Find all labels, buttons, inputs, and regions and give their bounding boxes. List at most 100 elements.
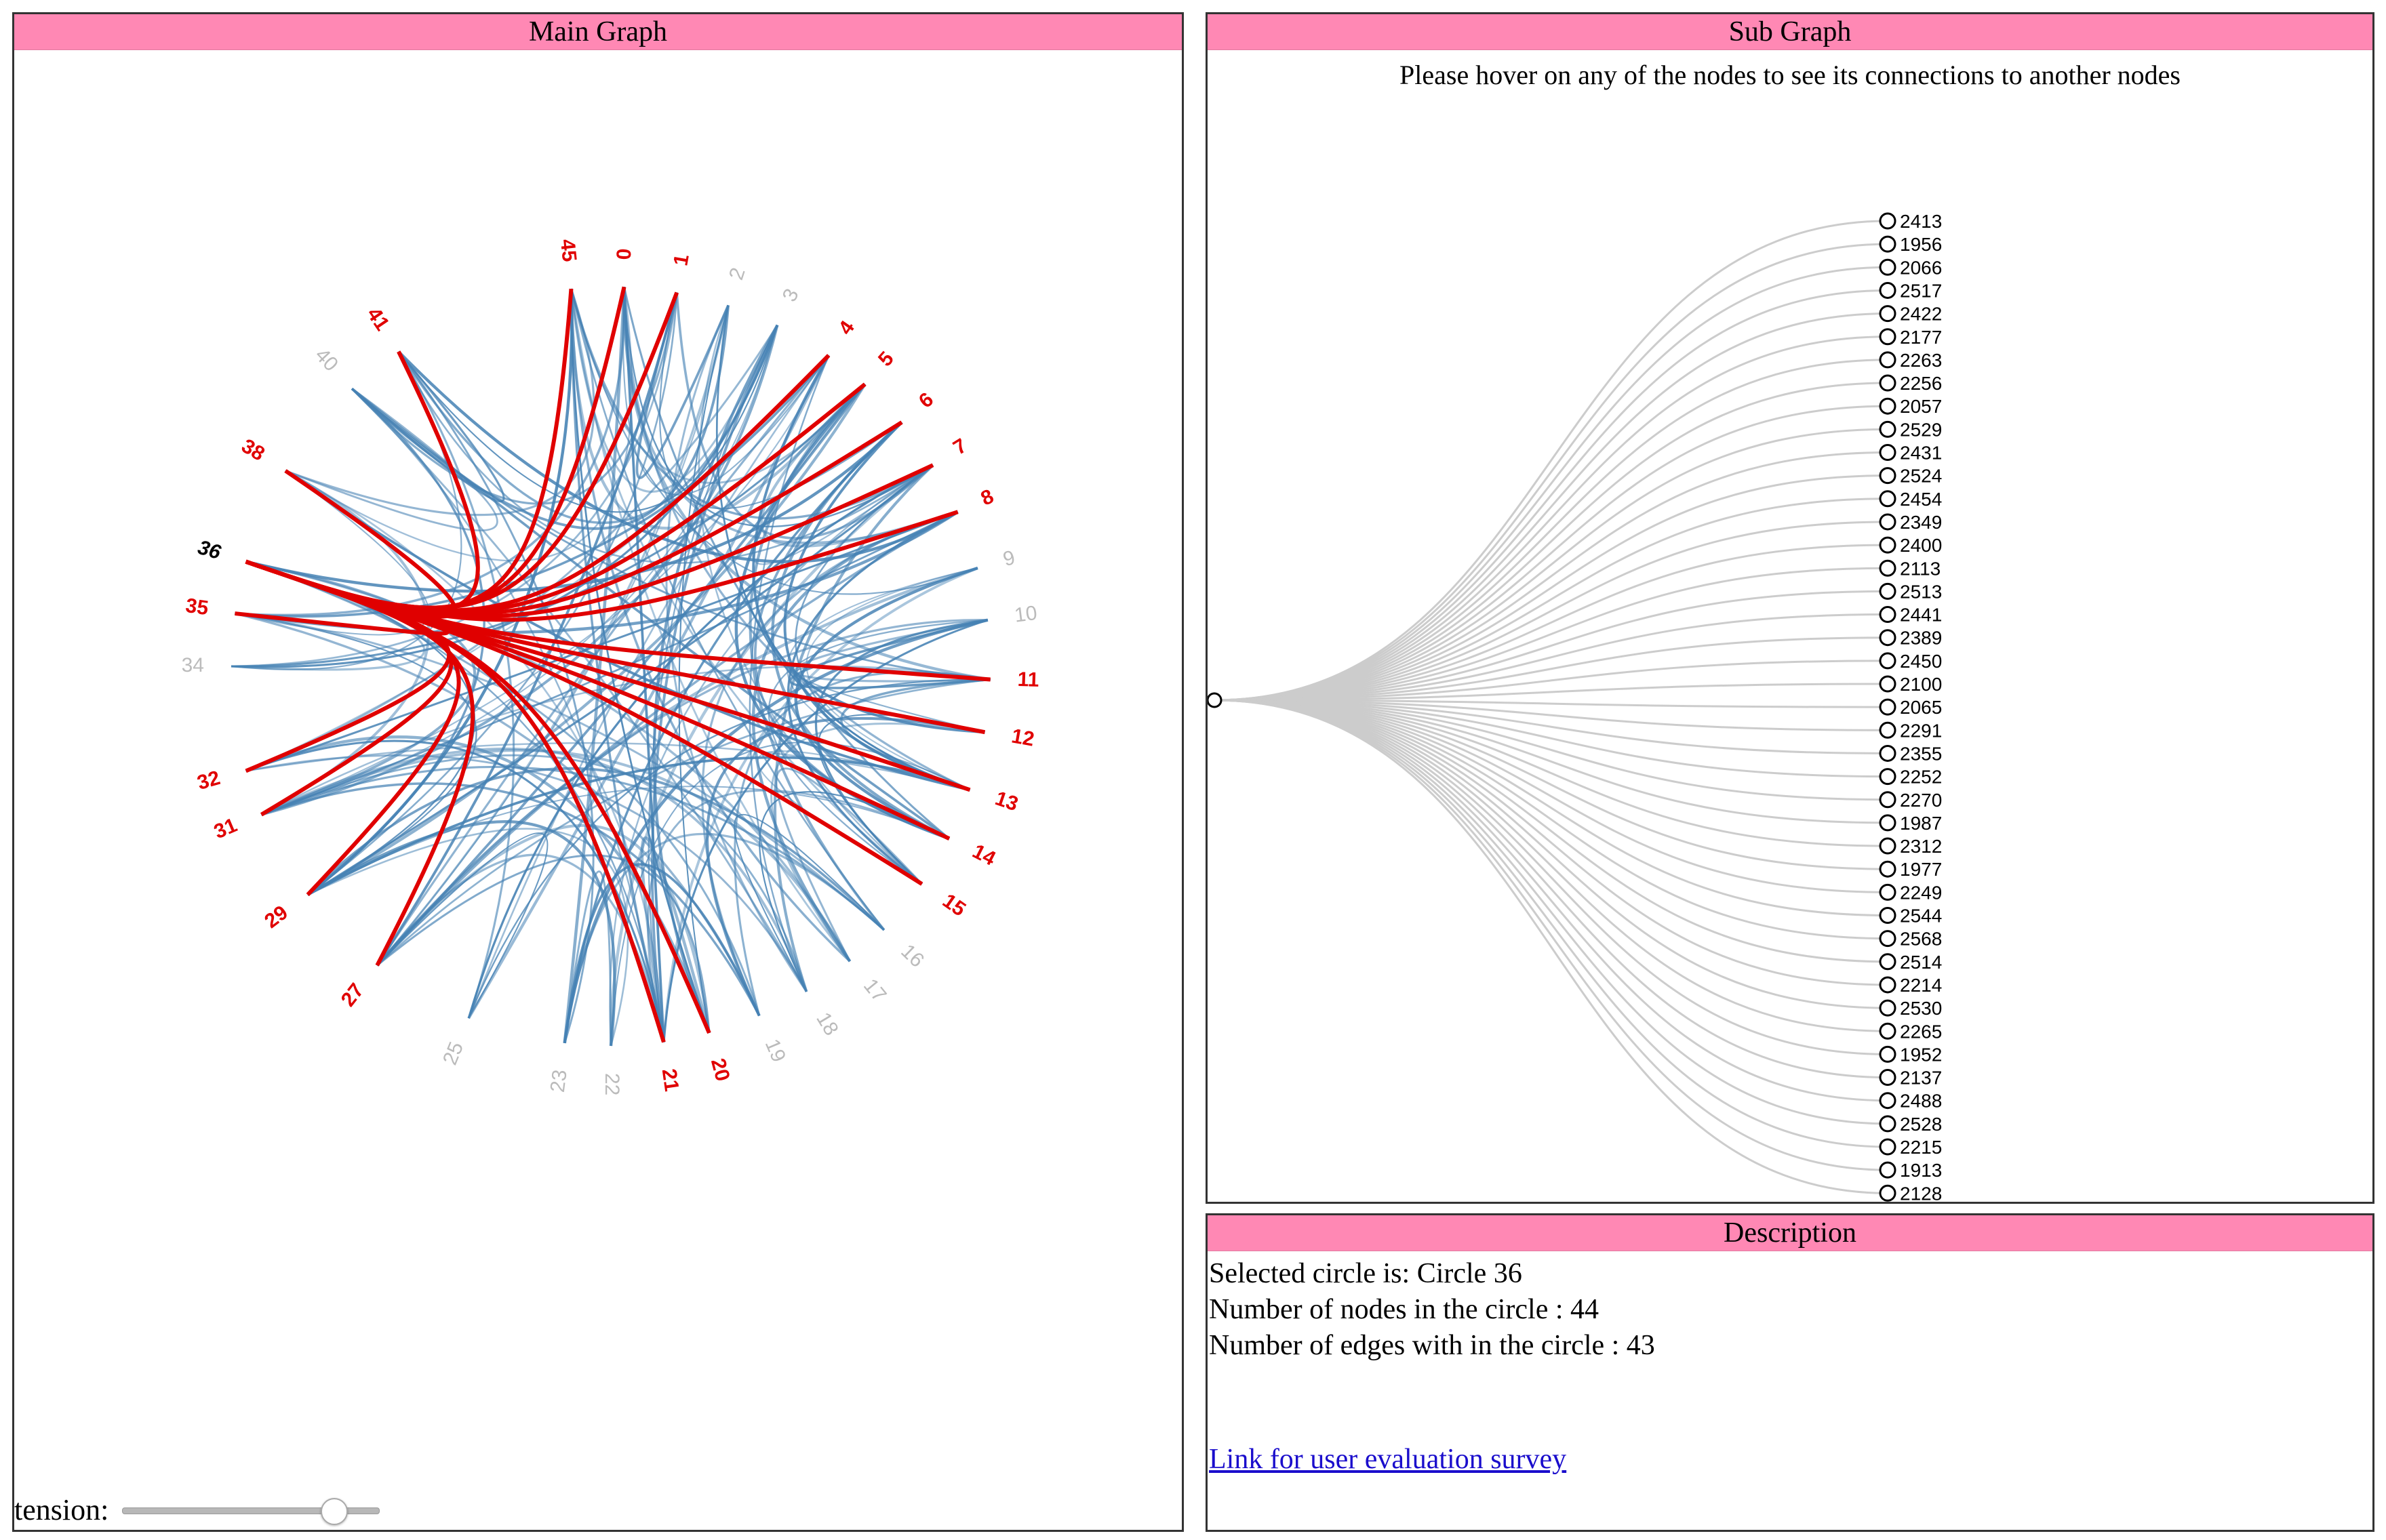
node-label-7[interactable]: 7 [949,434,971,460]
node-label-40[interactable]: 40 [311,344,342,376]
tree-leaf-circle[interactable] [1879,791,1896,809]
node-label-27[interactable]: 27 [337,979,369,1011]
tree-leaf-circle[interactable] [1879,444,1896,461]
tree-leaf-circle[interactable] [1879,235,1896,253]
node-label-5[interactable]: 5 [874,348,898,371]
tree-leaf-node[interactable]: 2291 [1879,720,1942,741]
node-label-11[interactable]: 11 [1017,668,1039,691]
tree-leaf-circle[interactable] [1879,814,1896,832]
tree-leaf-node[interactable]: 2128 [1879,1183,1942,1202]
tree-leaf-circle[interactable] [1879,1138,1896,1156]
main-graph-chord-diagram[interactable]: 45 0 1234567891011121314151617181920212223… [14,49,1182,1473]
tree-leaf-node[interactable]: 2413 [1879,211,1942,232]
tree-leaf-node[interactable]: 2057 [1879,396,1942,417]
tree-leaf-node[interactable]: 1952 [1879,1044,1942,1065]
tree-leaf-node[interactable]: 2389 [1879,628,1942,649]
tree-leaf-circle[interactable] [1879,397,1896,415]
node-label-22[interactable]: 22 [601,1073,623,1095]
tree-leaf-circle[interactable] [1879,930,1896,948]
tree-leaf-node[interactable]: 2513 [1879,581,1942,602]
tension-slider[interactable] [122,1497,380,1525]
node-label-34[interactable]: 34 [182,654,204,676]
tree-leaf-circle[interactable] [1879,212,1896,230]
tree-leaf-node[interactable]: 2454 [1879,489,1942,510]
node-label-2[interactable]: 2 [725,265,750,283]
tree-leaf-circle[interactable] [1879,513,1896,531]
node-label-19[interactable]: 19 [761,1036,790,1066]
tree-leaf-circle[interactable] [1879,328,1896,346]
tree-leaf-circle[interactable] [1879,420,1896,438]
tree-leaf-node[interactable]: 2137 [1879,1068,1942,1089]
tree-leaf-circle[interactable] [1879,1045,1896,1063]
tree-leaf-node[interactable]: 2249 [1879,882,1942,903]
tree-leaf-node[interactable]: 2355 [1879,743,1942,764]
node-label-45[interactable]: 45 [556,238,580,263]
node-label-6[interactable]: 6 [915,388,938,413]
node-label-21[interactable]: 21 [658,1068,683,1093]
tree-leaf-circle[interactable] [1879,652,1896,670]
tree-leaf-circle[interactable] [1879,1161,1896,1179]
tree-leaf-node[interactable]: 2450 [1879,651,1942,672]
tree-leaf-circle[interactable] [1879,675,1896,693]
tree-leaf-circle[interactable] [1879,999,1896,1017]
tree-leaf-circle[interactable] [1879,1115,1896,1133]
tree-leaf-node[interactable]: 2100 [1879,674,1942,695]
tree-leaf-node[interactable]: 1987 [1879,813,1942,834]
tree-leaf-circle[interactable] [1879,606,1896,624]
survey-link[interactable]: Link for user evaluation survey [1209,1444,1567,1475]
tree-leaf-node[interactable]: 2066 [1879,257,1942,278]
tree-leaf-node[interactable]: 2517 [1879,280,1942,301]
tree-leaf-node[interactable]: 2544 [1879,906,1942,927]
node-label-20[interactable]: 20 [707,1056,734,1084]
tree-leaf-circle[interactable] [1879,351,1896,369]
node-label-38[interactable]: 38 [237,434,269,465]
tree-leaf-circle[interactable] [1879,374,1896,392]
tree-leaf-node[interactable]: 2214 [1879,975,1942,996]
tree-leaf-circle[interactable] [1879,1092,1896,1110]
node-label-31[interactable]: 31 [211,814,241,843]
tree-leaf-circle[interactable] [1879,698,1896,716]
tree-leaf-node[interactable]: 1913 [1879,1160,1942,1181]
tree-leaf-node[interactable]: 1956 [1879,234,1942,255]
tree-leaf-circle[interactable] [1879,1184,1896,1202]
tree-leaf-node[interactable]: 2265 [1879,1021,1942,1042]
node-label-3[interactable]: 3 [778,285,803,305]
tree-leaf-node[interactable]: 2528 [1879,1114,1942,1135]
tree-leaf-node[interactable]: 2529 [1879,419,1942,440]
node-label-18[interactable]: 18 [812,1009,842,1040]
tree-leaf-circle[interactable] [1879,953,1896,971]
tree-leaf-circle[interactable] [1879,536,1896,554]
tree-leaf-node[interactable]: 2349 [1879,512,1942,533]
tree-leaf-circle[interactable] [1879,305,1896,323]
tree-leaf-node[interactable]: 2422 [1879,304,1942,325]
tree-leaf-node[interactable]: 2530 [1879,998,1942,1019]
node-label-13[interactable]: 13 [992,787,1020,815]
tree-leaf-circle[interactable] [1879,467,1896,485]
tree-leaf-circle[interactable] [1879,721,1896,739]
tree-leaf-node[interactable]: 2113 [1879,558,1941,579]
node-label-41[interactable]: 41 [362,304,393,335]
tree-leaf-circle[interactable] [1879,559,1896,577]
tree-leaf-circle[interactable] [1879,744,1896,762]
node-label-4[interactable]: 4 [834,317,859,339]
node-label-29[interactable]: 29 [260,901,292,933]
tree-leaf-node[interactable]: 2252 [1879,767,1942,788]
tree-leaf-circle[interactable] [1879,860,1896,878]
node-label-32[interactable]: 32 [195,767,222,794]
tree-leaf-node[interactable]: 2065 [1879,697,1942,718]
node-label-0[interactable]: 0 [613,248,636,260]
tension-slider-track[interactable] [122,1507,380,1514]
tree-leaf-node[interactable]: 2514 [1879,952,1942,973]
tree-leaf-circle[interactable] [1879,490,1896,508]
tree-leaf-circle[interactable] [1879,582,1896,600]
tree-leaf-node[interactable]: 2312 [1879,836,1942,857]
node-label-8[interactable]: 8 [978,485,997,510]
node-label-14[interactable]: 14 [969,840,999,870]
tree-leaf-node[interactable]: 2256 [1879,373,1942,394]
tree-leaf-circle[interactable] [1879,629,1896,647]
node-label-12[interactable]: 12 [1010,725,1036,750]
node-label-9[interactable]: 9 [1001,546,1018,571]
tree-leaf-circle[interactable] [1879,258,1896,276]
tree-leaf-node[interactable]: 2215 [1879,1137,1942,1158]
